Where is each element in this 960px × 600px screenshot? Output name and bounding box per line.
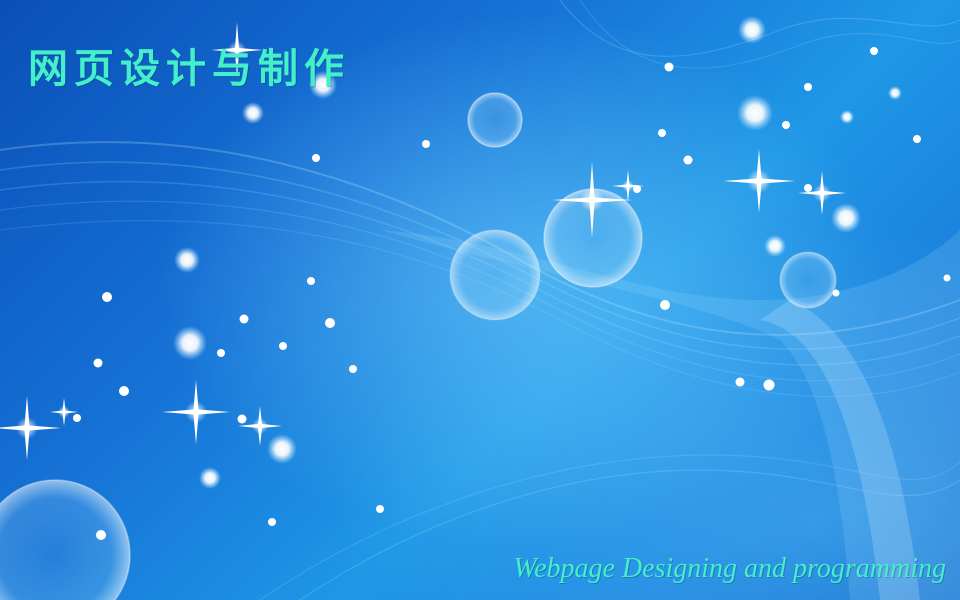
slide-title: 网页设计与制作: [28, 46, 350, 92]
small-dots: [73, 47, 951, 540]
light-swoosh: [380, 230, 960, 600]
bubbles: [0, 92, 837, 600]
star-sparkles: [0, 22, 846, 460]
slide-subtitle: Webpage Designing and programming: [513, 553, 946, 584]
light-swoosh-2: [760, 300, 920, 600]
glow-dots: [173, 16, 902, 489]
